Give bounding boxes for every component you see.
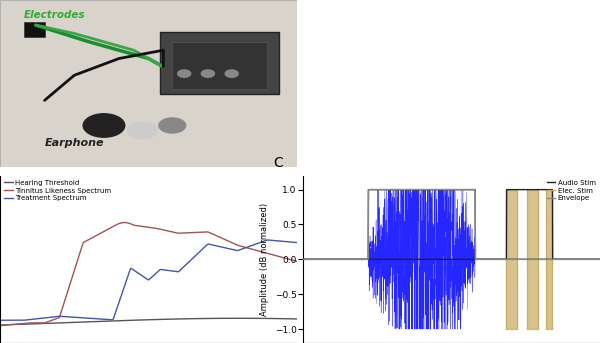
Circle shape bbox=[83, 114, 125, 137]
Text: C: C bbox=[273, 156, 283, 170]
FancyBboxPatch shape bbox=[172, 42, 268, 89]
Circle shape bbox=[202, 70, 214, 77]
Circle shape bbox=[128, 122, 157, 139]
FancyBboxPatch shape bbox=[0, 0, 297, 167]
Text: Electrodes: Electrodes bbox=[24, 10, 85, 20]
FancyBboxPatch shape bbox=[160, 32, 279, 94]
Text: Earphone: Earphone bbox=[44, 138, 104, 147]
Circle shape bbox=[178, 70, 191, 77]
Legend: Hearing Threshold, Tinnitus Likeness Spectrum, Treatment Spectrum: Hearing Threshold, Tinnitus Likeness Spe… bbox=[4, 179, 112, 202]
Circle shape bbox=[159, 118, 185, 133]
FancyBboxPatch shape bbox=[24, 22, 44, 37]
Legend: Audio Stim, Elec. Stim, Envelope: Audio Stim, Elec. Stim, Envelope bbox=[546, 179, 596, 202]
Y-axis label: Amplitude (dB normalized): Amplitude (dB normalized) bbox=[260, 203, 269, 316]
Circle shape bbox=[225, 70, 238, 77]
